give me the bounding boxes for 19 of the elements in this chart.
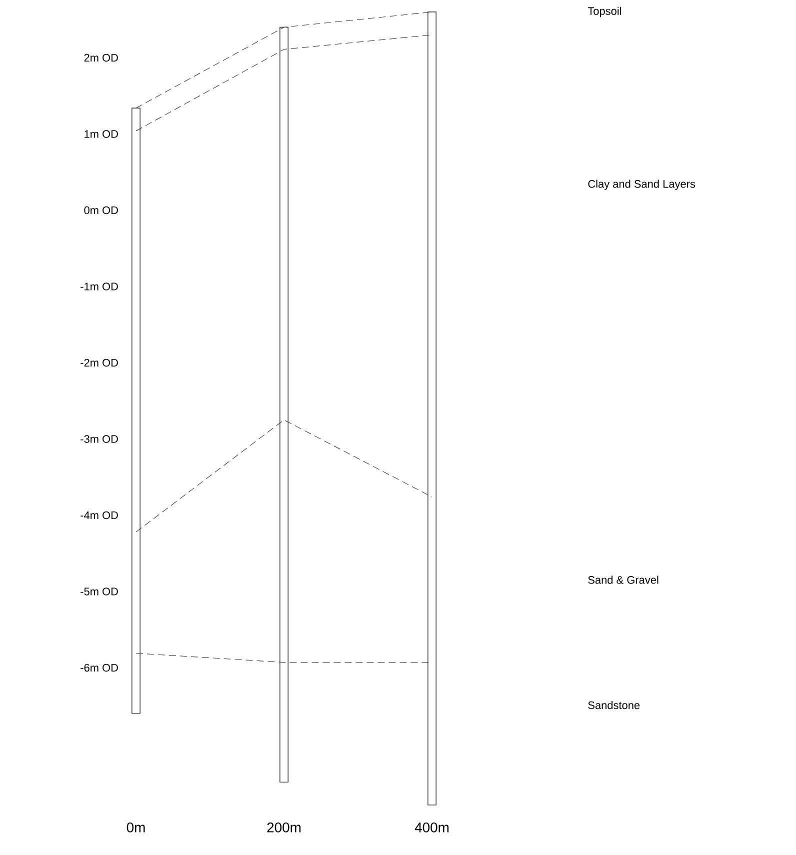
bar [280,26,288,782]
x-tick-label: 200m [267,822,301,832]
text: Topsoil [588,6,622,18]
y-tick-label: 0m OD [84,206,118,214]
bar [428,12,436,806]
bar [132,108,140,714]
y-tick-label: -3m OD [80,435,118,443]
text: Sandstone [588,701,640,710]
y-tick-label: -1m OD [80,282,118,290]
text: Sand & Gravel [588,576,658,584]
y-tick-label: 1m OD [84,130,118,138]
y-tick-label: -4m OD [80,511,118,520]
y-tick-label: 2m OD [84,54,118,62]
y-tick-label: -6m OD [80,664,118,672]
x-tick-label: 400m [414,822,449,832]
text: Clay and Sand Layers [588,180,696,190]
x-tick-label: 0m [126,822,145,832]
y-tick-label: -5m OD [80,588,118,596]
y-tick-label: -2m OD [80,358,118,367]
